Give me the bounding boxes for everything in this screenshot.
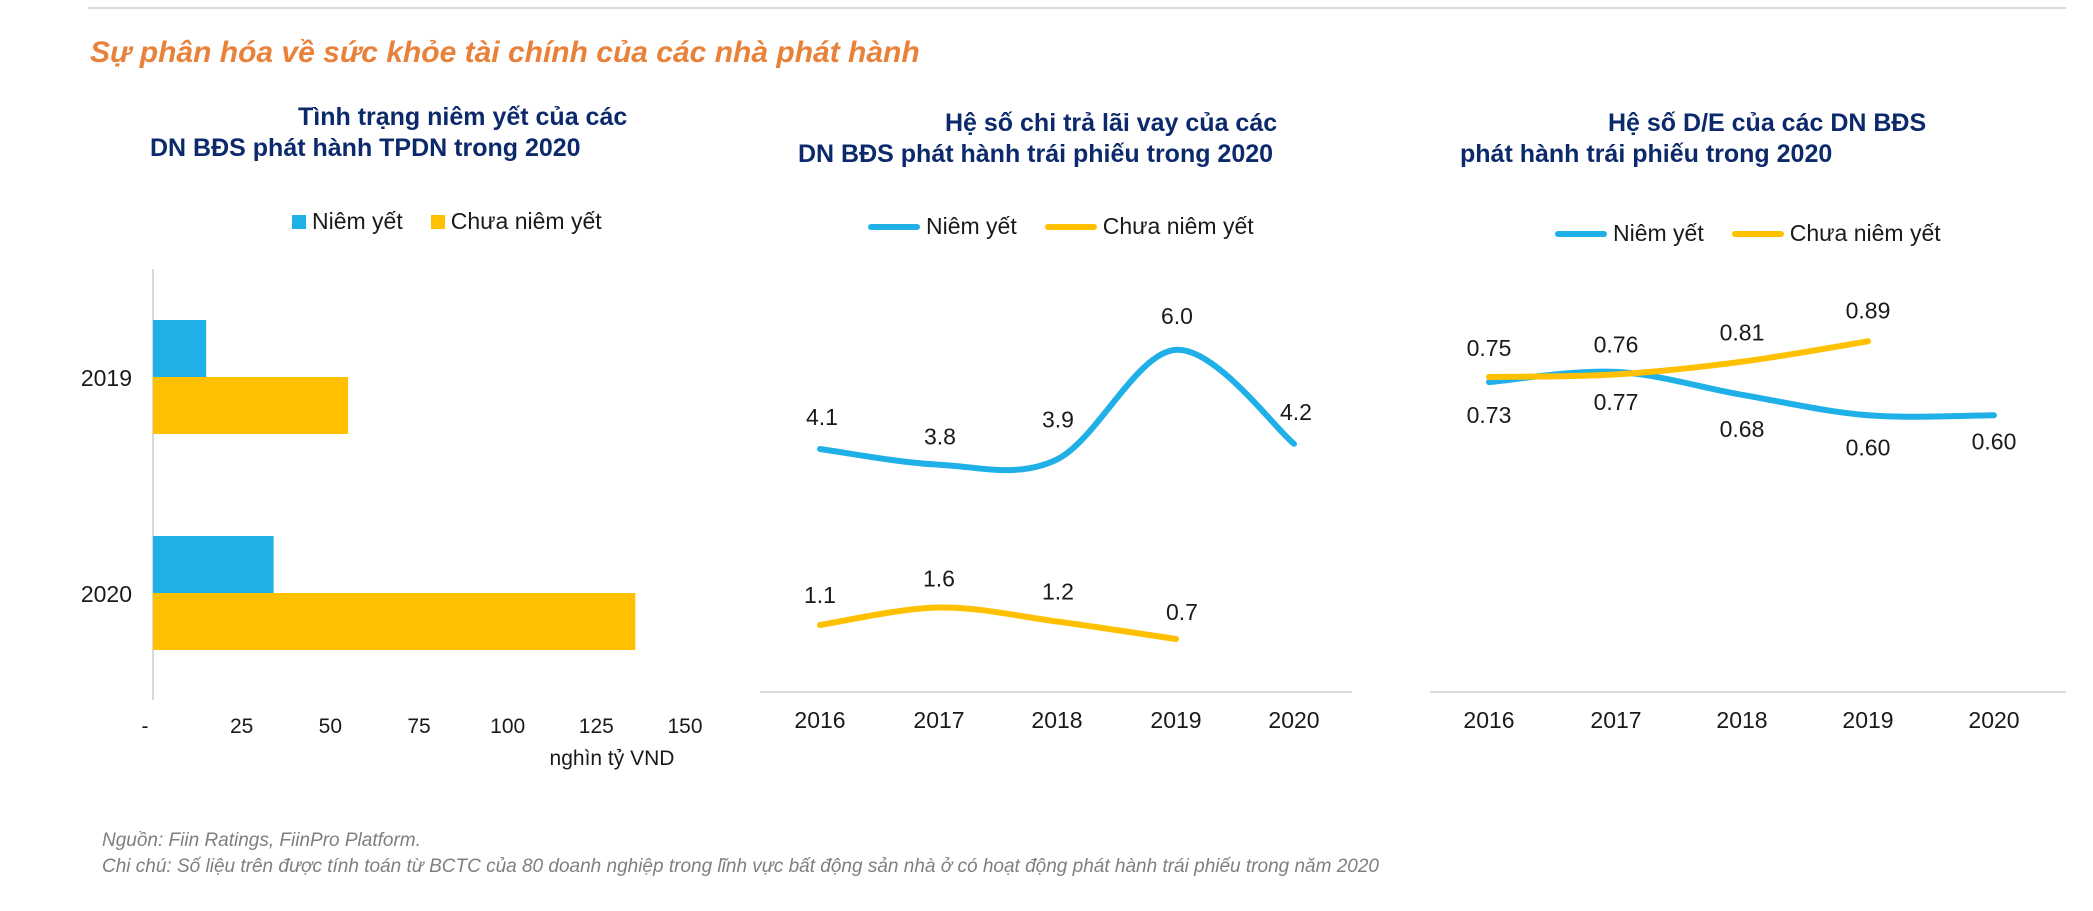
footnote: Chi chú: Số liệu trên được tính toán từ … <box>102 856 1379 877</box>
series-line <box>1486 338 1871 380</box>
x-tick-label: 2020 <box>1268 707 1319 733</box>
data-label: 0.75 <box>1467 335 1512 361</box>
x-tick-label: 2020 <box>1968 707 2019 733</box>
legend-item-unlisted: Chưa niêm yết <box>430 208 602 235</box>
legend-label: Chưa niêm yết <box>450 208 602 234</box>
series-line <box>817 346 1297 474</box>
data-label: 4.1 <box>806 404 838 430</box>
chart-title-line1: Hệ số chi trả lãi vay của các <box>945 109 1278 137</box>
x-tick-label: 25 <box>230 715 253 738</box>
x-tick-label: 100 <box>490 715 525 738</box>
category-label: 2019 <box>81 365 132 391</box>
data-label: 0.73 <box>1467 402 1512 428</box>
legend: Niêm yết Chưa niêm yết <box>1555 220 1941 247</box>
x-tick-label: 2017 <box>1590 707 1641 733</box>
bar-chart: 2019 2020 - 25 50 75 100 125 150 nghìn tỷ VND <box>81 269 703 770</box>
legend-label: Niêm yết <box>926 213 1017 239</box>
legend-swatch-unlisted <box>430 214 445 229</box>
legend-label: Niêm yết <box>312 208 403 234</box>
line-chart-de: 2016 2017 2018 2019 2020 0.73 0.77 0.68 0.60 0.60… <box>1430 297 2066 733</box>
data-label: 0.77 <box>1594 389 1639 415</box>
source-note: Nguồn: Fiin Ratings, FiinPro Platform. <box>102 830 421 851</box>
data-label: 4.2 <box>1280 399 1312 425</box>
legend-label: Chưa niêm yết <box>1102 213 1254 239</box>
chart-title-line2: DN BĐS phát hành trái phiếu trong 2020 <box>798 140 1274 168</box>
legend-item-listed: Niêm yết <box>1555 220 1704 247</box>
x-tick-label: 2017 <box>913 707 964 733</box>
data-label: 1.1 <box>804 582 836 608</box>
data-label: 0.60 <box>1972 428 2017 454</box>
x-tick-label: 2018 <box>1716 707 1767 733</box>
x-tick-label: 2018 <box>1031 707 1082 733</box>
chart-title-line2: DN BĐS phát hành TPDN trong 2020 <box>150 134 581 162</box>
chart-title-interest: Hệ số chi trả lãi vay của các DN BĐS phá… <box>798 108 1277 170</box>
series-line <box>817 604 1179 642</box>
data-label: 6.0 <box>1161 303 1193 329</box>
x-tick-label: 125 <box>579 715 614 738</box>
x-tick-label: - <box>142 715 149 738</box>
legend-label: Chưa niêm yết <box>1789 220 1941 246</box>
legend-swatch-listed <box>292 214 306 229</box>
x-tick-label: 150 <box>667 715 702 738</box>
x-tick-label: 2016 <box>794 707 845 733</box>
chart-title-de: Hệ số D/E của các DN BĐS phát hành trái … <box>1460 108 1926 170</box>
chart-title-line2: phát hành trái phiếu trong 2020 <box>1460 140 1833 168</box>
legend-swatch-unlisted <box>1731 230 1784 237</box>
legend-item-listed: Niêm yết <box>868 213 1017 240</box>
data-label: 0.68 <box>1720 416 1765 442</box>
legend-swatch-listed <box>868 223 920 230</box>
x-tick-label: 50 <box>319 715 342 738</box>
data-label: 0.7 <box>1166 599 1198 625</box>
category-label: 2020 <box>81 581 132 607</box>
chart-title-line1: Hệ số D/E của các DN BĐS <box>1608 109 1927 137</box>
bar <box>153 536 274 593</box>
legend-label: Niêm yết <box>1613 220 1704 246</box>
series-line <box>1486 368 1997 420</box>
bar <box>153 593 636 650</box>
legend: Niêm yết Chưa niêm yết <box>868 213 1254 240</box>
x-axis-title: nghìn tỷ VND <box>550 747 675 770</box>
legend-item-unlisted: Chưa niêm yết <box>1731 220 1941 247</box>
x-tick-label: 2019 <box>1150 707 1201 733</box>
chart-title-line1: Tình trạng niêm yết của các <box>298 103 628 131</box>
data-label: 0.60 <box>1846 434 1891 460</box>
chart-title-listing: Tình trạng niêm yết của các DN BĐS phát … <box>150 102 627 164</box>
data-label: 1.6 <box>923 566 955 592</box>
legend-item-listed: Niêm yết <box>292 208 403 235</box>
bar <box>153 377 349 434</box>
chart-panel-listing-status: Tình trạng niêm yết của các DN BĐS phát … <box>0 0 740 800</box>
line-chart-interest: 2016 2017 2018 2019 2020 4.1 3.8 3.9 6.0 4.2 1.1 1.… <box>760 303 1352 733</box>
chart-panel-de-ratio: Hệ số D/E của các DN BĐS phát hành trái … <box>1400 0 2093 800</box>
data-label: 0.76 <box>1594 331 1639 357</box>
data-label: 1.2 <box>1042 579 1074 605</box>
data-label: 3.9 <box>1042 406 1074 432</box>
legend: Niêm yết Chưa niêm yết <box>292 208 602 235</box>
legend-swatch-listed <box>1555 230 1607 237</box>
chart-panel-interest-coverage: Hệ số chi trả lãi vay của các DN BĐS phá… <box>740 0 1380 800</box>
data-label: 0.81 <box>1720 320 1765 346</box>
x-tick-label: 75 <box>407 715 430 738</box>
page-title: Sự phân hóa về sức khỏe tài chính của cá… <box>90 36 920 69</box>
x-tick-label: 2016 <box>1463 707 1514 733</box>
legend-swatch-unlisted <box>1044 223 1097 230</box>
top-divider <box>88 7 2066 9</box>
bar <box>153 320 207 377</box>
legend-item-unlisted: Chưa niêm yết <box>1044 213 1254 240</box>
data-label: 3.8 <box>924 424 956 450</box>
data-label: 0.89 <box>1846 297 1891 323</box>
x-tick-label: 2019 <box>1842 707 1893 733</box>
